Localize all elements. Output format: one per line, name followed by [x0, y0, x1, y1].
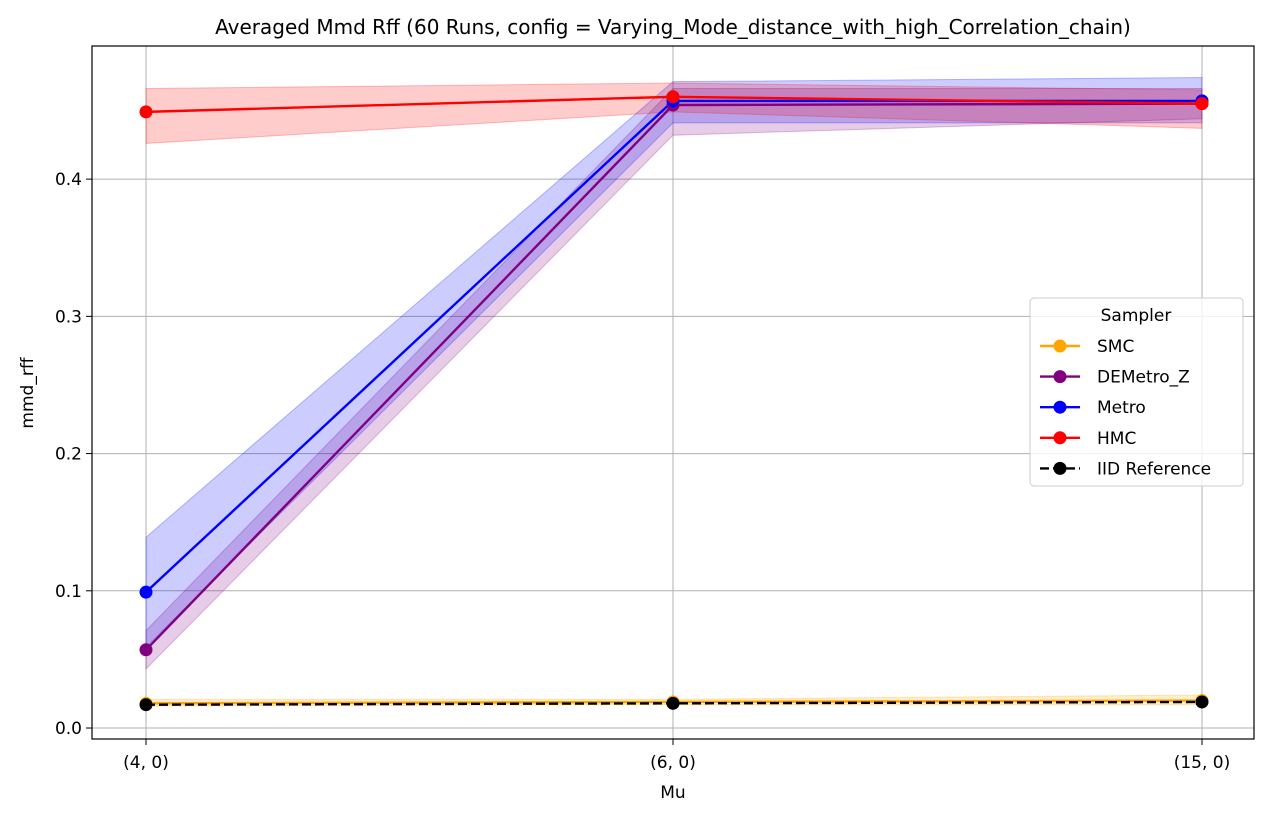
point-layer [139, 90, 1209, 712]
legend-marker [1053, 370, 1067, 384]
grid-layer [92, 46, 1254, 739]
legend-label: SMC [1097, 337, 1134, 357]
y-tick-label: 0.3 [55, 307, 82, 327]
legend: Sampler SMC DEMetro_Z Metro HMC IID Referenc… [1029, 297, 1244, 487]
y-axis-label: mmd_rff [18, 356, 38, 428]
legend-label: Metro [1097, 398, 1146, 418]
y-tick-label: 0.1 [55, 582, 82, 602]
legend-title: Sampler [1101, 306, 1172, 326]
y-tick-label: 0.0 [55, 719, 82, 739]
legend-entries: SMC DEMetro_Z Metro HMC IID Reference [1040, 337, 1211, 479]
legend-marker [1053, 461, 1067, 475]
band-demetro-z [145, 88, 1203, 671]
legend-item-iid-reference: IID Reference [1040, 459, 1211, 479]
legend-label: DEMetro_Z [1097, 368, 1190, 388]
y-tick-label: 0.2 [55, 445, 82, 465]
point-iid-reference [1195, 695, 1209, 709]
band-hmc [145, 82, 1203, 144]
point-hmc [666, 90, 680, 104]
legend-label: IID Reference [1097, 459, 1211, 479]
legend-box [1029, 297, 1244, 487]
point-hmc [1195, 97, 1209, 111]
x-tick-label: (6, 0) [650, 753, 696, 773]
legend-marker [1053, 339, 1067, 353]
legend-marker [1053, 400, 1067, 414]
point-hmc [139, 105, 153, 119]
tick-layer: (4, 0) (6, 0) (15, 0) 0.0 0.1 0.2 0.3 0.4 [55, 170, 1230, 773]
x-axis-label: Mu [660, 783, 685, 803]
point-iid-reference [139, 698, 153, 712]
chart-title: Averaged Mmd Rff (60 Runs, config = Vary… [215, 15, 1131, 39]
legend-label: HMC [1097, 429, 1136, 449]
point-demetro-z [139, 643, 153, 657]
legend-item-hmc: HMC [1040, 429, 1136, 449]
x-tick-label: (15, 0) [1174, 753, 1231, 773]
x-tick-label: (4, 0) [123, 753, 169, 773]
legend-item-smc: SMC [1040, 337, 1134, 357]
point-iid-reference [666, 696, 680, 710]
legend-marker [1053, 431, 1067, 445]
legend-item-demetro-z: DEMetro_Z [1040, 368, 1190, 388]
point-metro [139, 585, 153, 599]
y-tick-label: 0.4 [55, 170, 82, 190]
legend-item-metro: Metro [1040, 398, 1146, 418]
